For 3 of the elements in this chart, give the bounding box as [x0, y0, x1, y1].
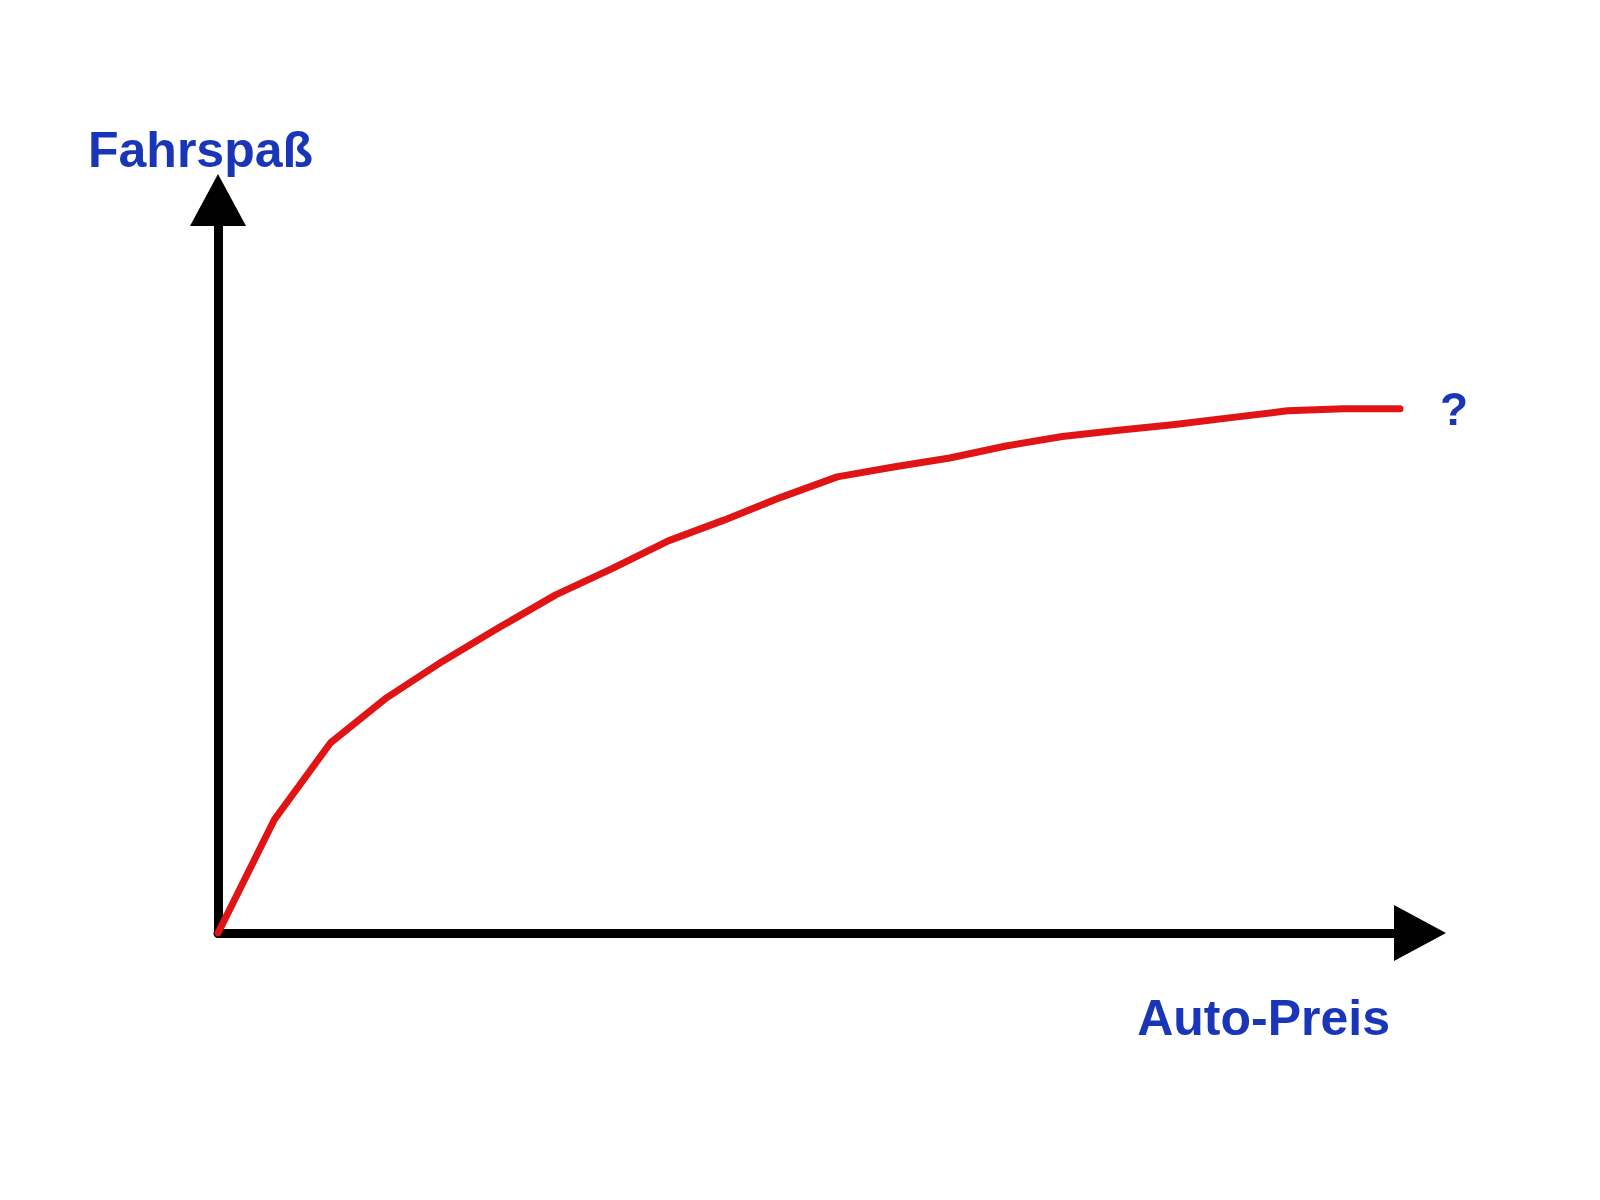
y-axis-title: Fahrspaß: [88, 122, 314, 178]
text: ?: [1440, 382, 1469, 435]
x-axis-title: Auto-Preis: [1137, 990, 1390, 1046]
